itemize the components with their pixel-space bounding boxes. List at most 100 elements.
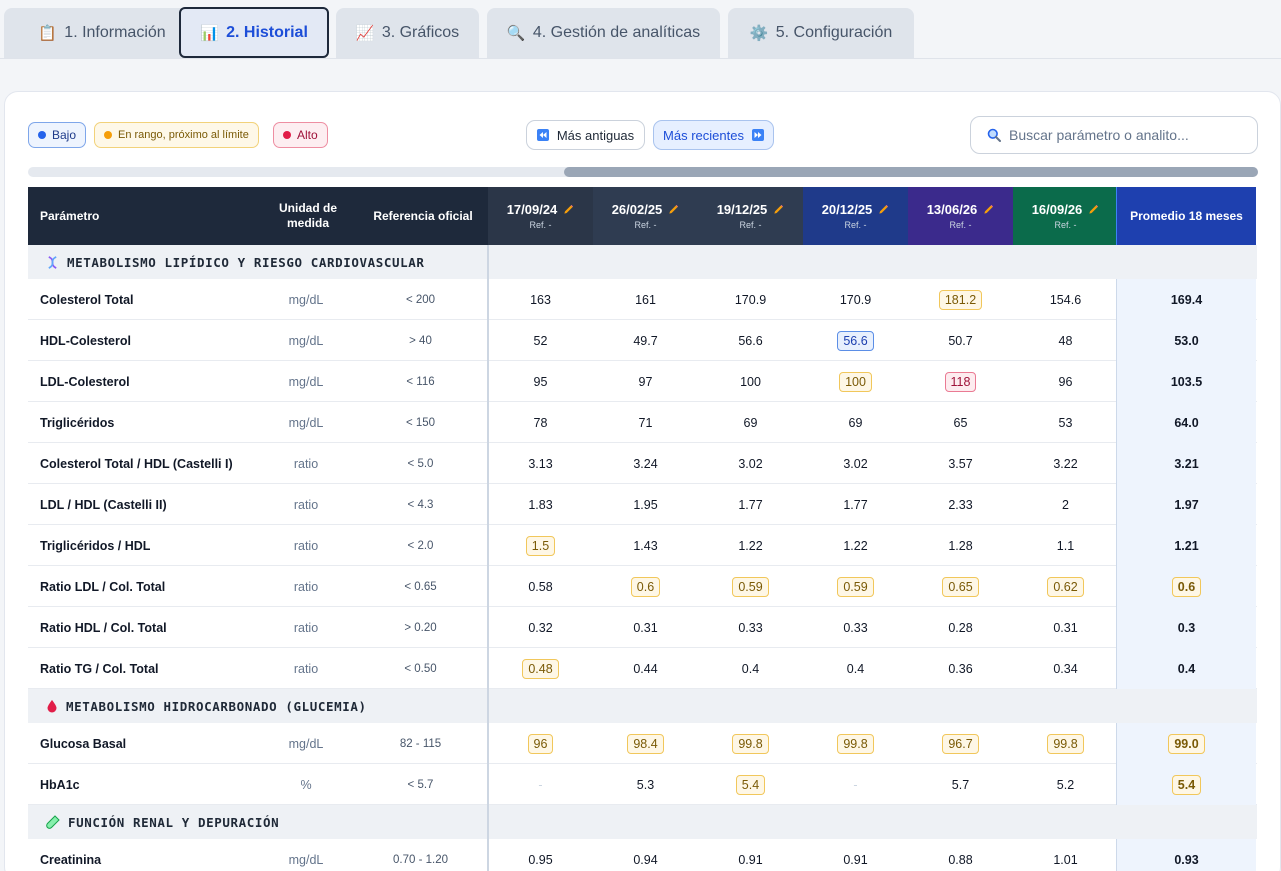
date-label: 16/09/26: [1031, 202, 1083, 217]
table-row[interactable]: Colesterol Total / HDL (Castelli I) ratio…: [28, 443, 1257, 484]
legend-label: Alto: [297, 128, 318, 142]
value-cell: 0.91: [803, 839, 908, 871]
value: 161: [635, 292, 656, 307]
pencil-icon[interactable]: [773, 204, 784, 215]
table-row[interactable]: LDL-Colesterol mg/dL < 116 95 97 100 100 118 96 1…: [28, 361, 1257, 402]
value-cell: 96: [488, 723, 593, 764]
pencil-icon[interactable]: [668, 204, 679, 215]
value: 5.4: [735, 774, 766, 795]
value: 0.4: [741, 661, 760, 676]
header-date-3[interactable]: 19/12/25 Ref. -: [698, 187, 803, 245]
param-name: Glucosa Basal: [40, 736, 127, 751]
value: 1.22: [738, 538, 763, 553]
tab-gestion-analiticas[interactable]: 🔍 4. Gestión de analíticas: [487, 8, 720, 58]
average-value: 0.93: [1174, 852, 1199, 867]
header-date-1[interactable]: 17/09/24 Ref. -: [488, 187, 593, 245]
average-cell: 103.5: [1116, 361, 1256, 402]
header-date-6[interactable]: 16/09/26 Ref. -: [1013, 187, 1118, 245]
tab-graficos[interactable]: 📈 3. Gráficos: [336, 8, 479, 58]
value-cell: 99.8: [803, 723, 908, 764]
value-cell: -: [803, 764, 908, 805]
value: 50.7: [948, 333, 973, 348]
value-cell: 56.6: [698, 320, 803, 361]
table-row[interactable]: Creatinina mg/dL 0.70 - 1.20 0.95 0.94 0.91 0.…: [28, 839, 1257, 871]
pencil-icon[interactable]: [1088, 204, 1099, 215]
newer-button[interactable]: Más recientes: [653, 120, 774, 150]
value-cell: 3.57: [908, 443, 1013, 484]
value: 5.3: [636, 777, 655, 792]
table-row[interactable]: HbA1c% < 5.7 - 5.3 5.4 - 5.7 5.2 5.4: [28, 764, 1257, 805]
header-date-2[interactable]: 26/02/25 Ref. -: [593, 187, 698, 245]
section-title: METABOLISMO HIDROCARBONADO (GLUCEMIA): [66, 698, 367, 714]
value-cell: 0.32: [488, 607, 593, 648]
value: 100: [740, 374, 761, 389]
pencil-icon[interactable]: [563, 204, 574, 215]
value: 96: [1058, 374, 1073, 389]
average-value: 3.21: [1174, 456, 1199, 471]
search-input[interactable]: [1009, 127, 1239, 143]
value: 1.83: [528, 497, 553, 512]
tab-label: 2. Historial: [226, 23, 308, 41]
value: 0.88: [948, 852, 973, 867]
table-row[interactable]: Ratio LDL / Col. Total ratio < 0.65 0.58 0.6…: [28, 566, 1257, 607]
tab-configuracion[interactable]: ⚙️ 5. Configuración: [728, 8, 914, 58]
date-label: 13/06/26: [926, 202, 978, 217]
dot-icon: [38, 131, 46, 139]
value-cell: 3.02: [803, 443, 908, 484]
table-row[interactable]: HDL-Colesterol mg/dL > 40 52 49.7 56.6 56.6 50.…: [28, 320, 1257, 361]
value: 0.4: [846, 661, 865, 676]
table-header: Parámetro Unidad de medida Referencia of…: [28, 187, 1257, 245]
table-row[interactable]: Ratio HDL / Col. Total ratio > 0.20 0.32 0.3…: [28, 607, 1257, 648]
value-cell: 0.58: [488, 566, 593, 607]
table-row[interactable]: Triglicéridos / HDL ratio < 2.0 1.5 1.43 1.22…: [28, 525, 1257, 566]
average-value: 1.21: [1174, 538, 1199, 553]
value-cell: 3.22: [1013, 443, 1118, 484]
table-row[interactable]: Ratio TG / Col. Total ratio < 0.50 0.48 0.44…: [28, 648, 1257, 689]
value: 0.31: [1053, 620, 1078, 635]
table-row[interactable]: Glucosa Basal mg/dL 82 - 115 96 98.4 99.8 99.8…: [28, 723, 1257, 764]
value: 65: [953, 415, 968, 430]
param-reference: > 40: [409, 334, 432, 347]
header-date-5[interactable]: 13/06/26 Ref. -: [908, 187, 1013, 245]
search-box[interactable]: [970, 116, 1258, 154]
param-name: LDL-Colesterol: [40, 374, 130, 389]
section-title: METABOLISMO LIPÍDICO Y RIESGO CARDIOVASC…: [67, 254, 425, 270]
newer-label: Más recientes: [663, 127, 744, 143]
pencil-icon[interactable]: [983, 204, 994, 215]
average-cell: 0.3: [1116, 607, 1256, 648]
value-cell: 1.01: [1013, 839, 1118, 871]
value: 1.77: [843, 497, 868, 512]
value-cell: 71: [593, 402, 698, 443]
table-row[interactable]: Triglicéridos mg/dL < 150 78 71 69 69 65 53 64.0: [28, 402, 1257, 443]
header-unit: Unidad de medida: [258, 187, 358, 245]
param-unit: ratio: [293, 620, 319, 635]
value: 69: [848, 415, 863, 430]
value: -: [853, 777, 858, 792]
param-name: Ratio HDL / Col. Total: [40, 620, 167, 635]
tab-informacion[interactable]: 📋 1. Información: [4, 8, 200, 58]
param-reference: > 0.20: [404, 621, 437, 634]
value-cell: 154.6: [1013, 279, 1118, 320]
table-row[interactable]: Colesterol Total mg/dL < 200 163 161 170.9 170…: [28, 279, 1257, 320]
section-title: FUNCIÓN RENAL Y DEPURACIÓN: [68, 814, 280, 830]
column-separator: [487, 245, 489, 871]
tab-historial[interactable]: 📊 2. Historial: [179, 7, 329, 58]
value-cell: 0.4: [803, 648, 908, 689]
value-cell: 97: [593, 361, 698, 402]
header-ref-label: Referencia oficial: [373, 209, 473, 223]
tab-label: 5. Configuración: [775, 24, 893, 41]
header-unit-label: Unidad de medida: [278, 201, 337, 230]
average-value: 64.0: [1174, 415, 1199, 430]
value-cell: 0.4: [698, 648, 803, 689]
average-value: 53.0: [1174, 333, 1199, 348]
older-button[interactable]: Más antiguas: [526, 120, 645, 150]
param-name: HbA1c: [40, 777, 80, 792]
pencil-icon[interactable]: [878, 204, 889, 215]
value-cell: 69: [803, 402, 908, 443]
rewind-icon: [536, 129, 549, 141]
table-row[interactable]: LDL / HDL (Castelli II) ratio < 4.3 1.83 1.9…: [28, 484, 1257, 525]
test-tube-icon: [46, 815, 60, 829]
average-cell: 169.4: [1116, 279, 1256, 320]
horizontal-scrollbar-thumb[interactable]: [564, 167, 1258, 177]
header-date-4[interactable]: 20/12/25 Ref. -: [803, 187, 908, 245]
